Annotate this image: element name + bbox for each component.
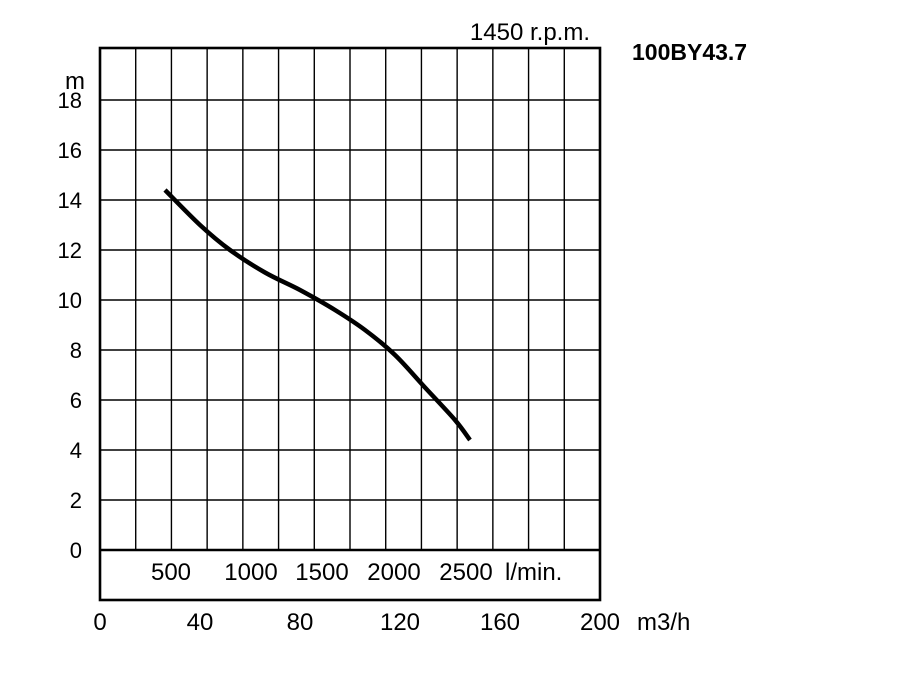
y-tick-label: 14 (58, 188, 82, 213)
y-tick-label: 16 (58, 138, 82, 163)
y-tick-label: 12 (58, 238, 82, 263)
secondary-x-tick-label: 500 (151, 559, 191, 586)
x-tick-label: 160 (480, 609, 520, 636)
secondary-x-axis-label: l/min. (505, 559, 562, 586)
x-tick-label: 0 (93, 609, 106, 636)
y-axis-label: m (65, 68, 85, 95)
y-tick-label: 4 (70, 438, 82, 463)
secondary-x-tick-label: 2000 (367, 559, 420, 586)
chart-grid (100, 48, 600, 550)
y-tick-label: 0 (70, 538, 82, 563)
chart-title: 100BY43.7 (632, 39, 747, 65)
y-tick-label: 8 (70, 338, 82, 363)
chart-frame (98, 46, 602, 602)
secondary-x-tick-label: 1000 (224, 559, 277, 586)
y-tick-label: 6 (70, 388, 82, 413)
y-tick-label: 10 (58, 288, 82, 313)
y-tick-label: 2 (70, 488, 82, 513)
x-tick-label: 40 (187, 609, 214, 636)
chart-series (163, 188, 472, 442)
chart-labels: 0 2 4 6 8 10 12 14 16 18 0 40 80 120 160 200 500 1000 1500… (58, 88, 621, 636)
x-tick-label: 200 (580, 609, 620, 636)
secondary-x-tick-label: 2500 (439, 559, 492, 586)
plot-border (98, 46, 602, 602)
chart-subtitle: 1450 r.p.m. (470, 19, 590, 46)
secondary-x-tick-label: 1500 (295, 559, 348, 586)
head-flow-curve (163, 188, 472, 442)
x-axis-label: m3/h (637, 609, 690, 636)
x-tick-label: 80 (287, 609, 314, 636)
x-tick-label: 120 (380, 609, 420, 636)
y-tick-label: 18 (58, 88, 82, 113)
